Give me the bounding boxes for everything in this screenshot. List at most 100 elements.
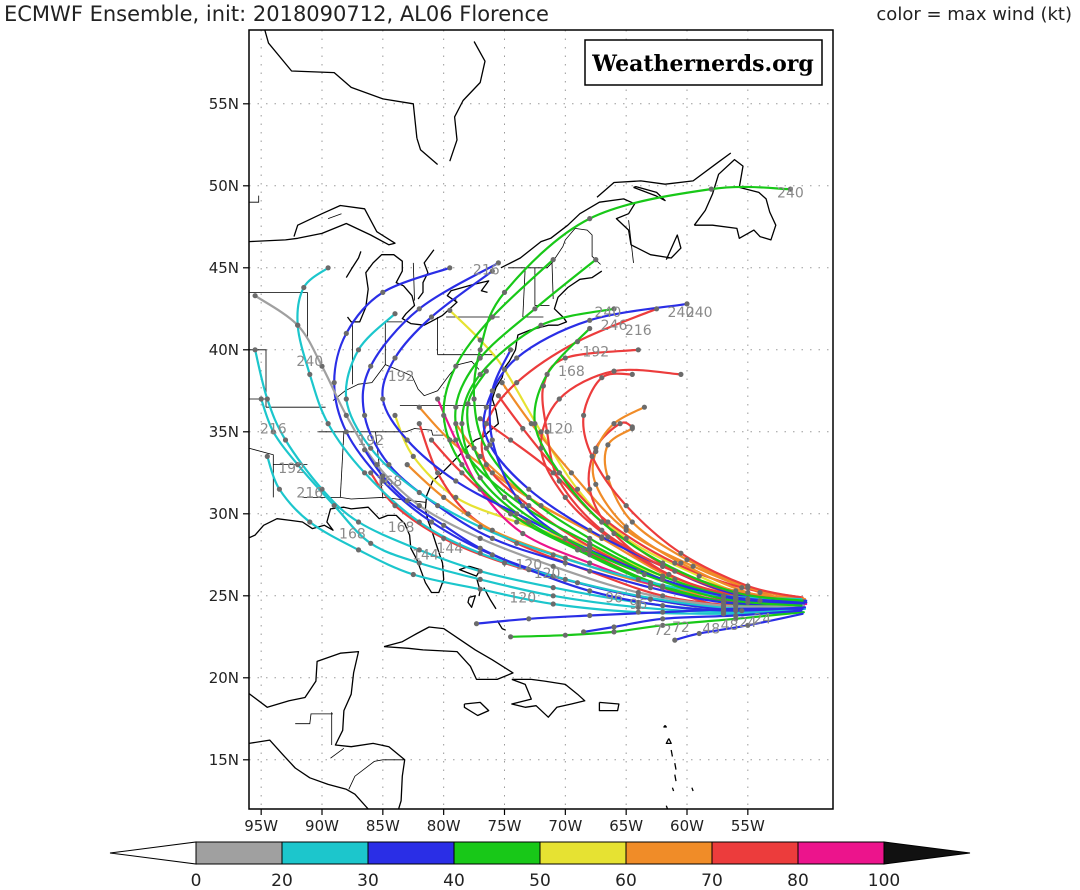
ensemble-track xyxy=(466,370,803,607)
track-position-dot xyxy=(556,396,562,402)
track-position-dot xyxy=(556,478,562,484)
track-position-dot xyxy=(258,396,264,402)
track-position-dot xyxy=(295,322,301,328)
track-position-dot xyxy=(508,634,514,640)
lon-tick-label: 75W xyxy=(488,817,522,835)
wind-colorbar: 0 20 30 40 50 60 70 80 100 xyxy=(109,841,971,890)
track-position-dot xyxy=(307,519,313,525)
ensemble-track xyxy=(260,397,802,614)
coastline-segment xyxy=(249,204,396,246)
track-position-dot xyxy=(483,404,489,410)
track-position-dot xyxy=(477,355,483,361)
track-position-dot xyxy=(581,629,587,635)
lon-tick-label: 90W xyxy=(305,817,339,835)
track-position-dot xyxy=(787,186,794,192)
track-position-dot xyxy=(501,366,508,373)
coastline-segment xyxy=(417,249,435,300)
forecast-hour-label: 120 xyxy=(546,421,573,437)
border-segment xyxy=(249,447,274,498)
track-position-dot xyxy=(483,445,489,451)
border-segment xyxy=(295,713,333,725)
track-position-dot xyxy=(368,445,374,451)
colorbar-break-label: 20 xyxy=(271,871,293,890)
track-position-dot xyxy=(581,412,587,418)
track-position-dot xyxy=(690,563,696,569)
lat-tick-label: 30N xyxy=(209,505,239,523)
track-position-dot xyxy=(404,462,410,468)
track-position-dot xyxy=(611,306,617,312)
track-position-dot xyxy=(514,511,520,517)
ensemble-track xyxy=(533,327,804,602)
track-position-dot xyxy=(660,616,666,622)
track-position-dot xyxy=(331,503,337,509)
forecast-hour-label: 120 xyxy=(534,566,561,582)
track-position-dot xyxy=(355,519,362,525)
track-position-dot xyxy=(489,527,495,533)
map-frame xyxy=(248,29,834,810)
track-position-dot xyxy=(416,404,422,410)
colorbar-over-arrow xyxy=(883,841,971,865)
track-position-dot xyxy=(416,306,422,312)
track-position-dot xyxy=(441,535,447,542)
track-position-dot xyxy=(672,637,678,643)
lat-tick-label: 50N xyxy=(209,177,239,195)
map-axes: 95W 90W 85W 80W 75W 70W 65W 60W 55W 15N 20N 25N 30N 3… xyxy=(209,95,765,835)
track-position-dot xyxy=(611,530,617,537)
track-position-dot xyxy=(587,568,593,574)
track-position-dot xyxy=(629,371,635,377)
track-position-dot xyxy=(660,609,666,615)
track-position-dot xyxy=(501,494,508,500)
track-position-dot xyxy=(647,585,654,591)
track-position-dot xyxy=(453,421,459,427)
forecast-hour-label: 72 xyxy=(672,620,690,636)
track-position-dot xyxy=(550,585,556,591)
track-position-dot xyxy=(696,630,702,637)
track-position-dot xyxy=(720,603,727,609)
track-position-dot xyxy=(252,293,258,299)
track-position-dot xyxy=(441,494,447,500)
ensemble-track xyxy=(254,294,805,608)
track-position-dot xyxy=(392,311,398,317)
track-position-dot xyxy=(660,576,666,583)
track-position-dot xyxy=(733,589,739,596)
chart-title: ECMWF Ensemble, init: 2018090712, AL06 F… xyxy=(4,2,549,26)
track-position-dot xyxy=(605,442,611,448)
track-position-dot xyxy=(587,216,593,222)
track-position-dot xyxy=(447,437,453,443)
border-segment xyxy=(628,220,634,263)
track-position-dot xyxy=(362,412,368,418)
lat-tick-label: 35N xyxy=(209,423,239,441)
track-position-dot xyxy=(599,519,605,525)
track-position-dot xyxy=(641,404,648,410)
track-position-dot xyxy=(343,429,349,435)
track-position-dot xyxy=(593,257,599,263)
track-position-dot xyxy=(587,547,593,553)
track-position-dot xyxy=(483,421,489,427)
track-position-dot xyxy=(654,306,660,312)
track-position-dot xyxy=(647,596,654,602)
forecast-hour-label: 168 xyxy=(376,474,403,490)
track-position-dot xyxy=(477,371,483,377)
track-position-dot xyxy=(410,571,416,578)
track-position-dot xyxy=(416,519,422,525)
track-position-dot xyxy=(362,447,368,453)
track-position-dot xyxy=(520,503,526,509)
track-position-dot xyxy=(605,475,611,481)
track-position-dot xyxy=(301,284,307,291)
track-position-dot xyxy=(508,437,514,443)
coastline-segment xyxy=(596,152,732,198)
track-position-dot xyxy=(374,462,380,468)
track-position-dot xyxy=(526,503,532,509)
track-position-dot xyxy=(708,186,714,192)
track-position-dot xyxy=(684,301,690,307)
track-position-dot xyxy=(380,396,386,402)
forecast-hour-label: 216 xyxy=(625,323,652,339)
coastline-segment xyxy=(691,787,694,792)
coastline-segment xyxy=(249,739,369,809)
track-position-dot xyxy=(623,503,629,509)
lon-tick-label: 65W xyxy=(609,817,643,835)
track-position-dot xyxy=(532,421,538,427)
track-position-dot xyxy=(629,519,635,525)
track-position-dot xyxy=(368,540,374,546)
track-position-dot xyxy=(587,540,593,546)
